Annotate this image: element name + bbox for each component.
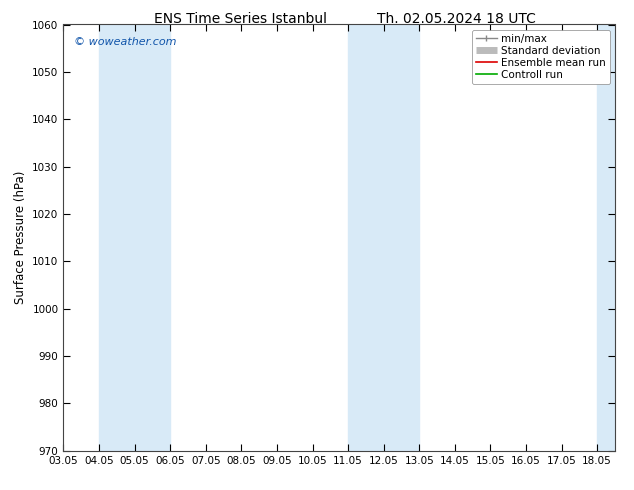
Bar xyxy=(134,24,170,451)
Text: Th. 02.05.2024 18 UTC: Th. 02.05.2024 18 UTC xyxy=(377,12,536,26)
Bar xyxy=(348,24,384,451)
Bar xyxy=(99,24,134,451)
Text: © woweather.com: © woweather.com xyxy=(74,37,177,48)
Text: ENS Time Series Istanbul: ENS Time Series Istanbul xyxy=(155,12,327,26)
Legend: min/max, Standard deviation, Ensemble mean run, Controll run: min/max, Standard deviation, Ensemble me… xyxy=(472,30,610,84)
Bar xyxy=(384,24,419,451)
Y-axis label: Surface Pressure (hPa): Surface Pressure (hPa) xyxy=(14,171,27,304)
Bar xyxy=(597,24,615,451)
